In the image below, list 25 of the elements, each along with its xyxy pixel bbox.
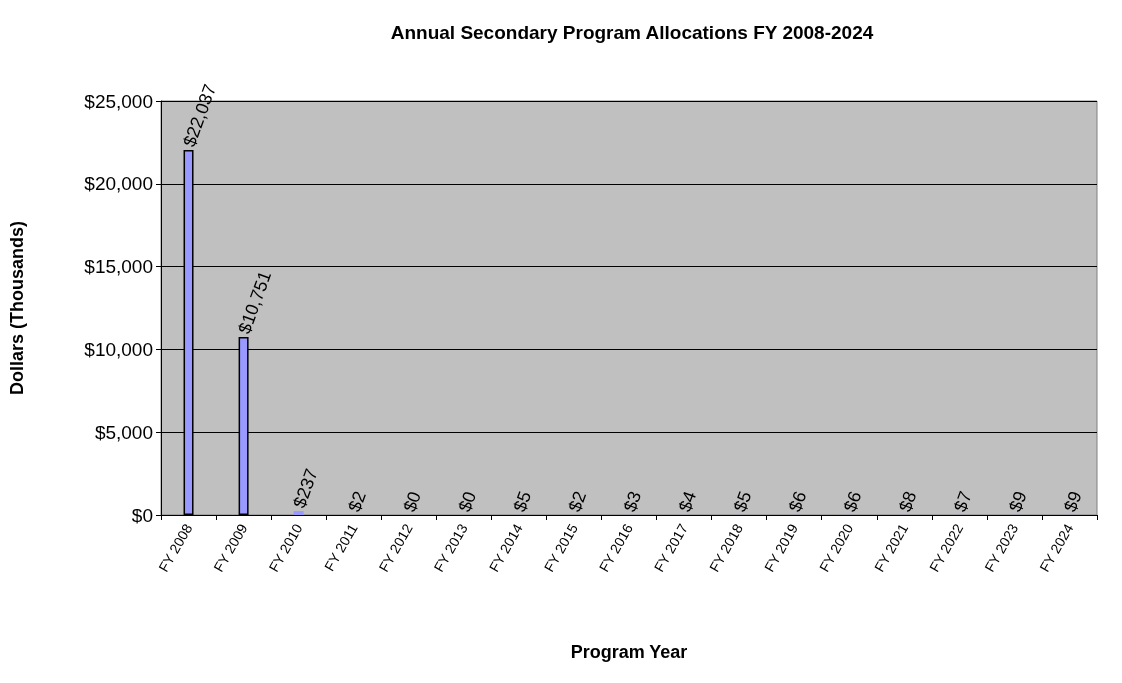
data-label: $9 [1005,488,1031,515]
data-label: $6 [839,488,866,515]
y-axis-title: Dollars (Thousands) [7,220,27,396]
data-label: $5 [729,488,756,515]
y-tick-label: $15,000 [84,256,153,278]
data-label: $8 [894,488,921,515]
data-label: $4 [674,488,701,515]
data-label: $6 [784,488,811,515]
data-label: $5 [509,488,536,515]
y-tick-label: $10,000 [84,338,153,360]
y-tick-label: $5,000 [94,421,153,443]
bar [293,511,304,515]
data-label: $3 [619,488,646,515]
data-label: $0 [399,488,426,515]
y-tick-label: $20,000 [84,173,153,195]
data-label: $0 [454,488,481,515]
y-tick-label: $0 [131,504,153,526]
data-label: $2 [564,488,591,515]
data-label: $7 [949,488,976,515]
data-label: $237 [289,466,322,511]
chart-title: Annual Secondary Program Allocations FY 2008-2024 [390,22,874,43]
y-tick-label: $25,000 [84,90,153,112]
data-label: $9 [1060,488,1086,515]
data-label: $2 [344,488,370,515]
x-axis-title: Program Year [570,642,688,662]
